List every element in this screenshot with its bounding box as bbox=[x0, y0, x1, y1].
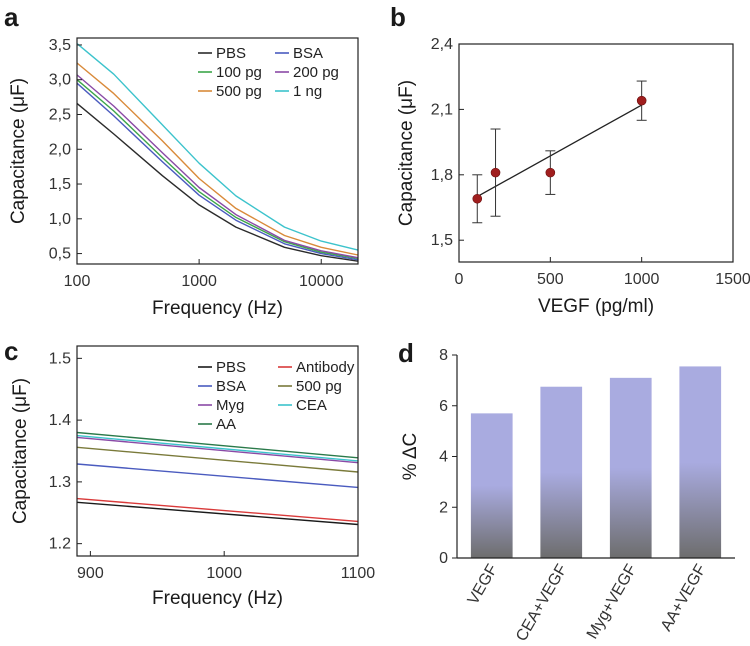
series-line-aa bbox=[76, 431, 359, 459]
y-axis-label: Capacitance (μF) bbox=[8, 78, 29, 224]
legend-label: PBS bbox=[216, 359, 246, 376]
x-axis-label: Frequency (Hz) bbox=[152, 588, 283, 609]
x-tick-label: 1500 bbox=[715, 271, 750, 288]
data-point bbox=[472, 193, 483, 204]
y-tick-label: 2 bbox=[439, 499, 448, 516]
x-axis-label: VEGF (pg/ml) bbox=[538, 296, 654, 317]
x-tick-label: 1100 bbox=[341, 565, 376, 582]
y-tick-label: 0,5 bbox=[49, 246, 71, 263]
panel-label-b: b bbox=[390, 2, 406, 32]
x-tick-label: 1000 bbox=[206, 565, 242, 582]
series-line-pbs bbox=[76, 501, 359, 526]
series-line-500-pg bbox=[76, 446, 359, 473]
y-tick-label: 1,8 bbox=[431, 167, 453, 184]
y-tick-label: 1.4 bbox=[49, 412, 71, 429]
series-line-bsa bbox=[76, 463, 359, 489]
category-label: CEA+VEGF bbox=[513, 561, 571, 644]
fit-line bbox=[476, 104, 642, 198]
legend-label: 1 ng bbox=[293, 83, 322, 100]
y-tick-label: 0 bbox=[439, 550, 448, 567]
series-line-cea bbox=[76, 434, 359, 462]
panel-d-bar-chart: VEGF CEA+VEGF Myg+VEGF AA+VEGF 0 2 4 6 8 % ΔC bbox=[400, 347, 735, 644]
y-axis-label: Capacitance (μF) bbox=[10, 378, 31, 524]
panel-label-d: d bbox=[398, 338, 414, 368]
plot-frame-panel-c bbox=[76, 345, 359, 557]
series-line-antibody bbox=[76, 497, 359, 523]
y-tick-label: 6 bbox=[439, 398, 448, 415]
x-tick-label: 10000 bbox=[299, 273, 344, 290]
y-tick-label: 1,5 bbox=[431, 232, 453, 249]
bar-aa-vegf bbox=[679, 366, 722, 558]
legend-label: Myg bbox=[216, 397, 244, 414]
x-tick-label: 100 bbox=[64, 273, 91, 290]
panel-label-a: a bbox=[4, 2, 19, 32]
category-label: VEGF bbox=[465, 561, 502, 607]
y-tick-label: 1,0 bbox=[49, 211, 71, 228]
y-tick-label: 3,0 bbox=[49, 72, 71, 89]
panel-label-c: c bbox=[4, 336, 18, 366]
bar-myg-vegf bbox=[609, 377, 652, 558]
series-line-myg bbox=[76, 436, 359, 464]
panel-b-scatter-chart: 0 500 1000 1500 1,5 1,8 2,1 2,4 VEGF (pg/ml) Capa… bbox=[396, 36, 750, 317]
legend-label: CEA bbox=[296, 397, 327, 414]
legend-label: BSA bbox=[216, 378, 246, 395]
category-label: AA+VEGF bbox=[658, 561, 710, 634]
category-label: Myg+VEGF bbox=[584, 561, 640, 642]
bar-cea-vegf bbox=[540, 386, 583, 558]
plot-frame-panel-a bbox=[76, 37, 359, 265]
series-line-1-ng bbox=[76, 43, 359, 251]
y-tick-label: 4 bbox=[439, 449, 448, 466]
x-tick-label: 900 bbox=[77, 565, 104, 582]
data-point bbox=[545, 167, 556, 178]
plot-frame-b bbox=[458, 43, 734, 263]
y-tick-label: 8 bbox=[439, 347, 448, 364]
y-tick-label: 2,4 bbox=[431, 36, 453, 53]
y-tick-label: 3,5 bbox=[49, 37, 71, 54]
panel-a-line-chart: 100 1000 10000 0,5 1,0 1,5 2,0 2,5 3,0 3,5 Frequen… bbox=[8, 37, 359, 319]
panel-c-line-chart: 900 1000 1100 1.2 1.3 1.4 1.5 Frequency (Hz) Cap… bbox=[10, 345, 376, 609]
legend-label: PBS bbox=[216, 45, 246, 62]
data-point bbox=[636, 95, 647, 106]
y-tick-label: 2,0 bbox=[49, 141, 71, 158]
legend-label: 200 pg bbox=[293, 64, 339, 81]
x-axis-label: Frequency (Hz) bbox=[152, 298, 283, 319]
legend-label: AA bbox=[216, 416, 236, 433]
y-tick-label: 2,1 bbox=[431, 101, 453, 118]
bar-vegf bbox=[470, 413, 513, 558]
series-line-500-pg bbox=[76, 62, 359, 256]
y-tick-label: 1.3 bbox=[49, 474, 71, 491]
data-point bbox=[490, 167, 501, 178]
series-line-200-pg bbox=[76, 74, 359, 259]
series-line-100-pg bbox=[76, 79, 359, 260]
series-line-pbs bbox=[76, 102, 359, 262]
y-tick-label: 1.2 bbox=[49, 536, 71, 553]
y-tick-label: 2,5 bbox=[49, 106, 71, 123]
y-axis-label: Capacitance (μF) bbox=[396, 80, 417, 226]
y-tick-label: 1,5 bbox=[49, 176, 71, 193]
legend-label: BSA bbox=[293, 45, 323, 62]
legend-label: 500 pg bbox=[216, 83, 262, 100]
legend-label: 500 pg bbox=[296, 378, 342, 395]
y-axis-label: % ΔC bbox=[400, 433, 421, 481]
series-line-bsa bbox=[76, 82, 359, 261]
y-tick-label: 1.5 bbox=[49, 350, 71, 367]
x-tick-label: 1000 bbox=[181, 273, 217, 290]
legend-label: 100 pg bbox=[216, 64, 262, 81]
legend-label: Antibody bbox=[296, 359, 355, 376]
x-tick-label: 1000 bbox=[624, 271, 660, 288]
x-tick-label: 500 bbox=[537, 271, 564, 288]
x-tick-label: 0 bbox=[455, 271, 464, 288]
